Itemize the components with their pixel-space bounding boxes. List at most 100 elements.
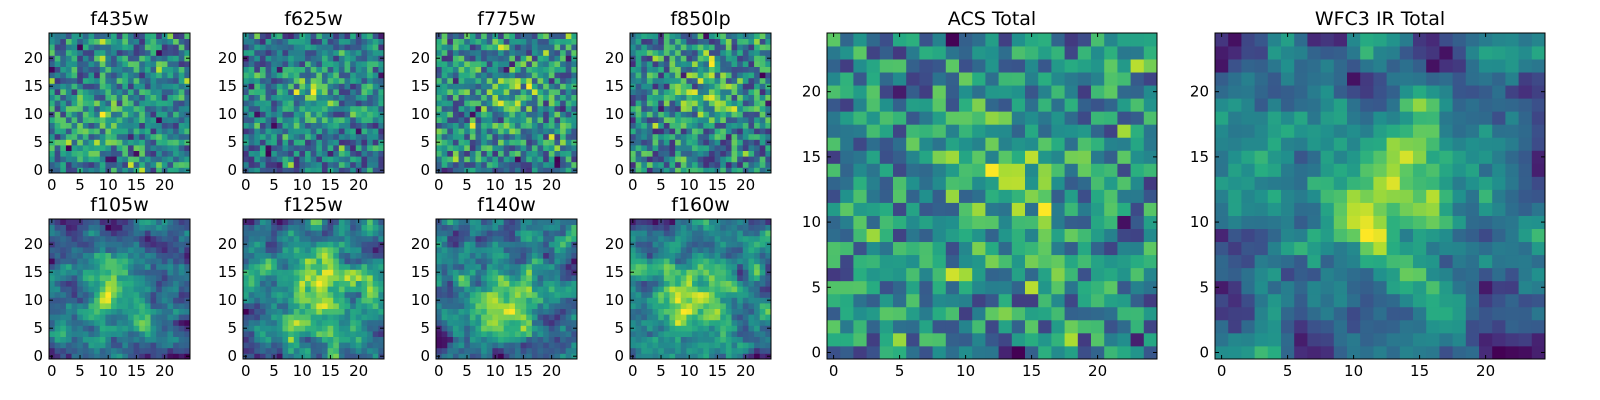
heatmap-cell (737, 308, 744, 315)
heatmap-cell (338, 83, 345, 90)
heatmap-cell (105, 331, 112, 337)
heatmap-cell (265, 319, 272, 326)
heatmap-cell (350, 219, 357, 225)
heatmap-cell (372, 61, 379, 67)
heatmap-cell (641, 61, 648, 67)
heatmap-cell (725, 336, 732, 343)
heatmap-cell (703, 55, 710, 62)
heatmap-cell (88, 269, 95, 276)
heatmap-cell (60, 105, 67, 112)
heatmap-cell (436, 286, 443, 293)
heatmap-cell (150, 230, 157, 237)
heatmap-cell (543, 230, 550, 237)
heatmap-cell (692, 72, 699, 79)
heatmap-cell (305, 161, 312, 168)
heatmap-cell (571, 77, 578, 84)
heatmap-cell (333, 38, 340, 45)
heatmap-cell (271, 133, 278, 140)
heatmap-cell (458, 241, 465, 248)
heatmap-cell (77, 44, 84, 51)
heatmap-cell (305, 61, 312, 67)
heatmap-cell (156, 156, 163, 163)
heatmap-cell (697, 286, 704, 293)
heatmap-cell (167, 33, 174, 39)
heatmap-cell (88, 247, 95, 253)
heatmap-cell (282, 122, 289, 129)
heatmap-cell (765, 44, 772, 51)
heatmap-cell (759, 122, 766, 129)
heatmap-cell (646, 291, 653, 298)
heatmap-cell (492, 72, 499, 79)
heatmap-cell (759, 303, 766, 309)
heatmap-cell (498, 122, 505, 129)
heatmap-cell (71, 156, 78, 163)
heatmap-cell (464, 61, 471, 67)
heatmap-cell (464, 94, 471, 101)
heatmap-cell (133, 297, 140, 304)
heatmap-cell (548, 89, 555, 95)
heatmap-cell (276, 105, 283, 112)
heatmap-cell (333, 94, 340, 101)
heatmap-cell (355, 139, 362, 146)
heatmap-cell (498, 303, 505, 309)
heatmap-cell (116, 44, 123, 51)
heatmap-cell (178, 252, 185, 259)
heatmap-cell (720, 33, 727, 39)
heatmap-cell (282, 150, 289, 157)
heatmap-cell (675, 128, 682, 135)
heatmap-cell (458, 319, 465, 326)
heatmap-cell (321, 275, 328, 281)
heatmap-cell (254, 66, 261, 73)
heatmap-cell (293, 66, 300, 73)
heatmap-cell (725, 38, 732, 45)
heatmap-cell (355, 252, 362, 259)
heatmap-cell (725, 100, 732, 107)
heatmap-cell (447, 263, 454, 270)
heatmap-cell (310, 331, 317, 337)
heatmap-cell (635, 111, 642, 118)
heatmap-cell (498, 44, 505, 51)
heatmap-cell (737, 77, 744, 84)
heatmap-cell (464, 275, 471, 281)
heatmap-cell (184, 156, 191, 163)
heatmap-cell (464, 308, 471, 315)
heatmap-cell (458, 263, 465, 270)
heatmap-cell (748, 275, 755, 281)
heatmap-cell (481, 49, 488, 56)
heatmap-cell (486, 33, 493, 39)
heatmap-cell (60, 336, 67, 343)
heatmap-cell (276, 280, 283, 287)
heatmap-cell (447, 314, 454, 321)
heatmap-cell (765, 122, 772, 129)
heatmap-cell (94, 353, 101, 360)
heatmap-cell (537, 314, 544, 321)
heatmap-cell (65, 342, 72, 349)
heatmap-cell (464, 145, 471, 151)
heatmap-cell (139, 286, 146, 293)
heatmap-cell (641, 325, 648, 332)
heatmap-cell (464, 269, 471, 276)
heatmap-cell (271, 280, 278, 287)
heatmap-cell (458, 44, 465, 51)
heatmap-cell (509, 89, 516, 95)
heatmap-cell (259, 61, 266, 67)
heatmap-cell (481, 150, 488, 157)
heatmap-cell (116, 55, 123, 62)
heatmap-cell (498, 291, 505, 298)
heatmap-cell (276, 128, 283, 135)
heatmap-cell (94, 33, 101, 39)
heatmap-cell (361, 275, 368, 281)
heatmap-cell (686, 331, 693, 337)
y-tick-label: 10 (24, 105, 43, 123)
heatmap-cell (321, 303, 328, 309)
heatmap-cell (548, 247, 555, 253)
heatmap-cell (178, 325, 185, 332)
heatmap-cell (641, 156, 648, 163)
heatmap-cell (669, 133, 676, 140)
heatmap-cell (742, 286, 749, 293)
heatmap-cell (310, 342, 317, 349)
heatmap-cell (310, 269, 317, 276)
heatmap-cell (248, 100, 255, 107)
heatmap-cell (54, 247, 61, 253)
heatmap-cell (150, 77, 157, 84)
